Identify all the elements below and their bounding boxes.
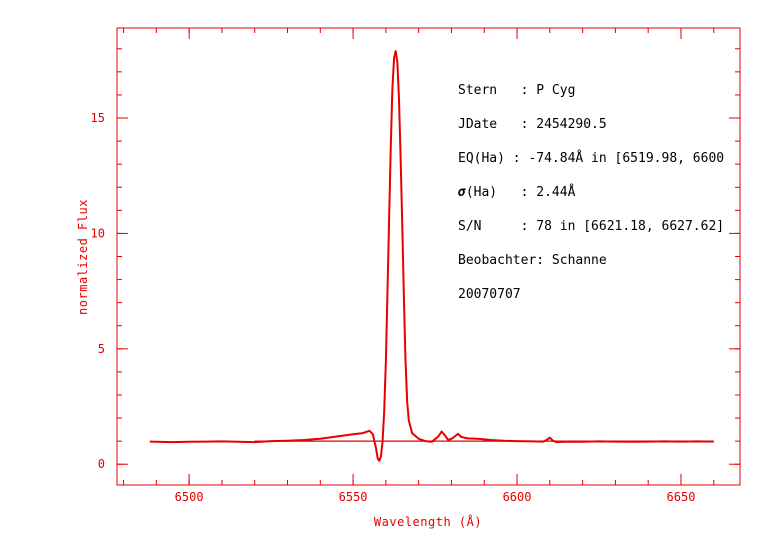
y-tick-label: 5	[98, 342, 105, 356]
info-observer: Beobachter: Schanne	[458, 253, 607, 268]
sigma-symbol: σ	[457, 185, 466, 200]
y-axis-label: normalized Flux	[76, 199, 90, 315]
info-sigma: σ(Ha) : 2.44Å	[457, 184, 576, 200]
x-tick-label: 6500	[175, 490, 204, 504]
info-jdate: JDate : 2454290.5	[458, 117, 607, 132]
sigma-rest: (Ha) : 2.44Å	[466, 184, 576, 200]
spectrum-curves	[149, 50, 714, 462]
y-tick-label: 15	[91, 111, 105, 125]
info-eq-width: EQ(Ha) : -74.84Å in [6519.98, 6600	[458, 150, 724, 166]
info-annotation: Stern : P Cyg JDate : 2454290.5 EQ(Ha) :…	[457, 83, 724, 302]
info-snr: S/N : 78 in [6621.18, 6627.62]	[458, 219, 724, 234]
info-star: Stern : P Cyg	[458, 83, 575, 98]
x-tick-label: 6600	[503, 490, 532, 504]
y-tick-label: 10	[91, 226, 105, 240]
x-axis-label: Wavelength (Å)	[374, 514, 482, 529]
axis-tick-labels: 6500 6550 6600 6650 0 5 10 15	[91, 111, 696, 504]
y-tick-label: 0	[98, 457, 105, 471]
info-date: 20070707	[458, 287, 521, 302]
x-tick-label: 6550	[339, 490, 368, 504]
axis-ticks	[117, 28, 740, 485]
spectrum-line	[149, 50, 714, 462]
plot-frame	[116, 27, 741, 486]
x-tick-label: 6650	[667, 490, 696, 504]
